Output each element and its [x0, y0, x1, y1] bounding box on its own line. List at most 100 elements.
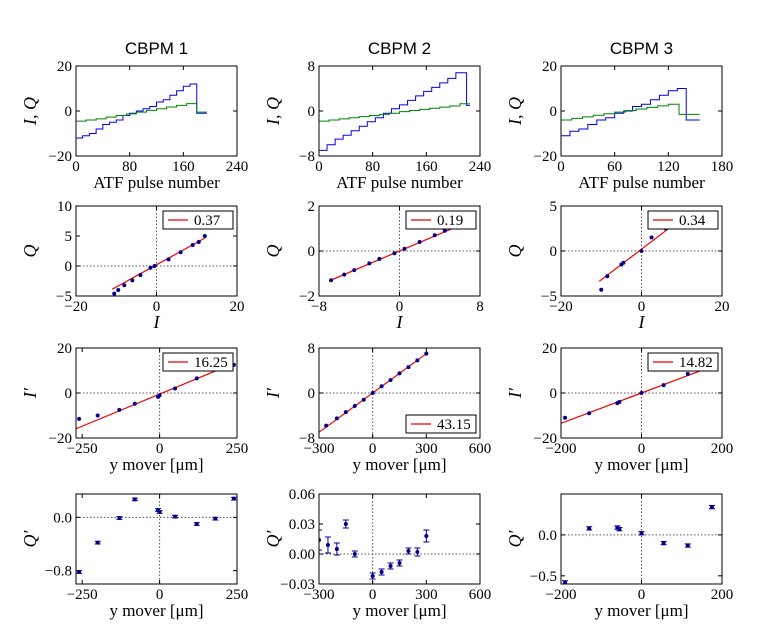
y-tick-label: 0	[308, 104, 316, 120]
data-point	[621, 260, 626, 265]
panel-p4_3: −200 0 200 0.0 −0.5 y mover [μm] Q′	[505, 493, 734, 620]
plot-area	[76, 496, 237, 574]
x-tick-label: 0	[72, 159, 80, 175]
data-point	[138, 273, 143, 277]
y-tick-label: 0	[550, 104, 558, 120]
panel-title: CBPM 2	[368, 39, 431, 58]
data-point	[599, 287, 604, 292]
y-tick-label: 0.00	[289, 547, 315, 563]
data-point	[95, 413, 100, 418]
axes-frame	[75, 65, 238, 157]
data-point	[329, 278, 334, 283]
x-axis-label: y mover [μm]	[109, 601, 203, 620]
x-tick-label: 200	[711, 587, 734, 603]
data-point	[685, 543, 690, 548]
data-point	[130, 278, 135, 283]
y-tick-label: −8	[299, 431, 315, 447]
plot-area	[76, 362, 236, 430]
y-tick-label: −20	[49, 149, 72, 165]
x-axis-label: ATF pulse number	[93, 173, 220, 192]
axes-frame	[560, 493, 723, 585]
x-tick-label: −20	[549, 299, 572, 315]
data-point	[379, 384, 384, 389]
data-point	[605, 274, 610, 279]
y-tick-label: 0.0	[53, 510, 72, 526]
data-point	[190, 243, 195, 247]
x-tick-label: 0	[156, 587, 164, 603]
y-tick-label: 0	[65, 104, 73, 120]
legend-label: 0.19	[437, 213, 463, 229]
y-axis-label: I′	[505, 387, 525, 399]
x-axis-label: I	[396, 312, 404, 332]
x-tick-label: 300	[415, 441, 438, 457]
axes-frame	[560, 65, 723, 157]
legend-box	[405, 210, 477, 230]
y-tick-label: 0	[65, 259, 73, 275]
data-point	[415, 358, 420, 363]
panel-p2_1: 0.37 −20 0 20 10 5 0 −5 I Q	[20, 199, 245, 332]
plot-area	[319, 72, 470, 151]
data-point	[352, 552, 357, 556]
x-tick-label: 0	[396, 299, 404, 315]
y-tick-label: 0	[65, 386, 73, 402]
data-point	[370, 391, 375, 395]
y-tick-label: 0	[308, 386, 316, 402]
y-tick-label: 5	[550, 199, 558, 215]
y-tick-label: 0.0	[538, 528, 557, 544]
x-tick-label: 120	[657, 159, 680, 175]
x-axis-label: y mover [μm]	[594, 601, 688, 620]
y-tick-label: −5	[56, 289, 72, 305]
x-tick-label: 200	[711, 441, 734, 457]
data-point	[388, 564, 393, 568]
y-axis-label: I′	[263, 387, 283, 399]
series-line-Q	[561, 103, 700, 121]
plot-area	[561, 88, 700, 137]
x-tick-label: 80	[365, 159, 380, 175]
data-point	[231, 496, 236, 501]
data-point	[563, 580, 568, 584]
data-point	[196, 240, 201, 244]
y-tick-label: −0.8	[45, 564, 72, 580]
legend-box	[162, 352, 234, 372]
axes-frame	[318, 493, 481, 585]
x-axis-label: ATF pulse number	[578, 173, 705, 192]
y-tick-label: −20	[49, 431, 72, 447]
data-point	[361, 397, 366, 402]
data-point	[213, 516, 218, 521]
x-tick-label: 20	[715, 299, 730, 315]
plot-area	[111, 234, 207, 296]
fit-line	[561, 365, 715, 424]
data-point	[402, 246, 407, 251]
x-tick-label: −8	[311, 299, 327, 315]
data-point	[432, 233, 437, 238]
panel-title: CBPM 3	[610, 39, 673, 58]
plot-area	[562, 504, 715, 584]
data-point	[397, 371, 402, 376]
legend-label: 0.37	[194, 213, 221, 229]
x-tick-label: 600	[469, 587, 492, 603]
y-tick-label: −20	[534, 149, 557, 165]
y-tick-label: 20	[57, 341, 72, 357]
data-point	[377, 256, 382, 261]
data-point	[116, 288, 121, 292]
x-axis-label: y mover [μm]	[352, 455, 446, 474]
panel-p3_2: 43.15 −300 0 300 600 8 0 −8 y mover [μm] I′	[263, 341, 491, 474]
x-tick-label: 0	[156, 441, 164, 457]
data-point	[194, 522, 199, 526]
data-point	[342, 272, 347, 277]
x-tick-label: 0	[315, 159, 323, 175]
x-tick-label: 0	[638, 441, 646, 457]
x-axis-label: I	[153, 312, 161, 332]
data-point	[639, 249, 644, 253]
y-tick-label: 0	[308, 244, 316, 260]
panel-p2_3: 0.34 −20 0 20 5 0 −5 I Q	[505, 199, 730, 332]
y-axis-label: Q	[505, 245, 525, 258]
legend-box	[405, 414, 477, 434]
y-axis-label: Q′	[505, 529, 525, 547]
data-point	[117, 516, 122, 520]
x-axis-label: y mover [μm]	[594, 455, 688, 474]
data-point	[178, 250, 183, 255]
data-point	[324, 423, 329, 428]
y-tick-label: 0.06	[289, 487, 316, 503]
